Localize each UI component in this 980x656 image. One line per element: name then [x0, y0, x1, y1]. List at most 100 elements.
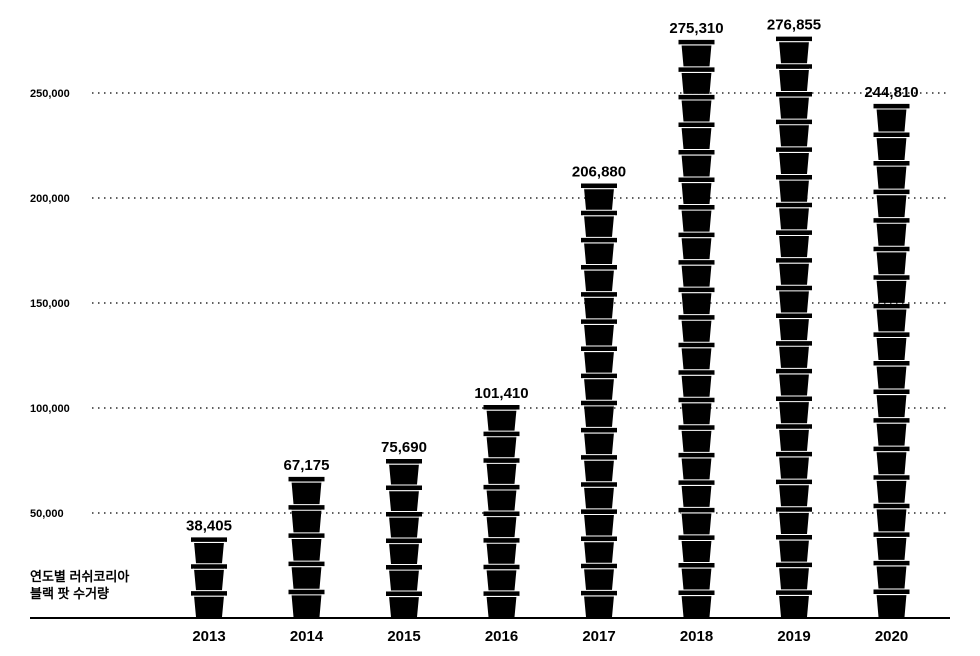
pot-icon	[581, 563, 617, 590]
pot-icon	[776, 451, 812, 479]
pot-icon	[873, 589, 910, 617]
bar-2013: 38,405	[186, 517, 232, 617]
pot-icon	[873, 303, 910, 332]
pot-icon	[873, 389, 910, 418]
pot-icon	[483, 431, 520, 458]
pot-icon	[386, 591, 422, 617]
y-tick-label: 50,000	[30, 508, 64, 520]
y-tick-label: 200,000	[30, 193, 70, 205]
bar-value-label: 206,880	[572, 164, 626, 181]
x-tick-label: 2013	[192, 628, 225, 645]
bar-value-label: 276,855	[767, 17, 821, 34]
pot-icon	[873, 161, 910, 189]
bar-2020: 244,810	[864, 84, 919, 617]
pot-icon	[873, 132, 910, 161]
pot-icon	[386, 538, 422, 565]
pot-icon	[776, 368, 812, 396]
pot-icon	[581, 346, 617, 373]
pot-icon	[678, 67, 715, 94]
pot-icon	[483, 538, 520, 564]
chart-caption: 연도별 러쉬코리아 블랙 팟 수거량	[30, 568, 129, 602]
pot-icon	[678, 370, 715, 397]
bar-value-label: 38,405	[186, 517, 232, 534]
pot-icon	[581, 590, 617, 617]
pot-icon	[873, 475, 910, 503]
pot-icon	[776, 258, 812, 285]
bar-2016: 101,410	[474, 385, 529, 617]
bar-value-label: 101,410	[474, 385, 528, 402]
x-axis-labels: 2013 2014 2015 2016 2017 2018 2019 2020	[192, 628, 908, 645]
bar-value-label: 75,690	[381, 439, 427, 456]
pot-icon	[386, 512, 422, 538]
pot-icon	[776, 285, 812, 313]
pot-icon	[873, 332, 910, 360]
pot-icon	[678, 562, 715, 590]
pot-icon	[581, 319, 617, 346]
pot-icon	[581, 210, 617, 237]
pot-icon	[678, 205, 715, 232]
pot-icon	[581, 509, 617, 536]
pot-icon	[678, 507, 715, 535]
pot-icon	[776, 562, 812, 590]
pot-icon	[288, 533, 325, 561]
pot-icon	[581, 455, 617, 482]
pot-icon	[776, 507, 812, 534]
pot-icon	[873, 218, 910, 246]
pot-icon	[483, 405, 520, 431]
pot-icon	[678, 535, 715, 562]
pot-icon	[776, 64, 812, 91]
pot-icon	[776, 230, 812, 258]
x-tick-label: 2017	[582, 628, 615, 645]
pot-icon	[873, 503, 910, 532]
pot-icon	[191, 564, 227, 591]
pot-icon	[288, 561, 325, 589]
pot-icon	[873, 560, 910, 589]
pot-icon	[678, 480, 715, 507]
pot-icon	[288, 476, 325, 505]
bars: 38,405 67,175 75,690 101,410 206,880 275,310 2…	[186, 17, 919, 617]
pot-icon	[386, 459, 422, 485]
pot-icon	[776, 91, 812, 119]
bar-2019: 276,855	[767, 17, 821, 617]
x-tick-label: 2014	[290, 628, 324, 645]
pot-icon	[581, 265, 617, 292]
pot-icon	[873, 446, 910, 475]
pot-icon	[288, 505, 325, 533]
pot-icon	[873, 189, 910, 218]
pot-icon	[873, 418, 910, 446]
pot-icon	[386, 565, 422, 591]
pot-icon	[288, 589, 325, 617]
pot-icon	[776, 424, 812, 451]
pot-icon	[873, 532, 910, 560]
caption-line-2: 블랙 팟 수거량	[30, 586, 109, 601]
pot-icon	[776, 590, 812, 617]
pot-icon	[678, 315, 715, 342]
pot-icon	[581, 237, 617, 265]
y-tick-label: 100,000	[30, 403, 70, 415]
gridlines	[92, 92, 948, 514]
pot-icon	[483, 564, 520, 591]
pot-icon	[776, 36, 812, 64]
pot-icon	[678, 425, 715, 452]
pot-icon	[581, 536, 617, 563]
pot-icon	[776, 479, 812, 507]
pot-icon	[873, 246, 910, 275]
pot-icon	[581, 292, 617, 319]
pot-icon	[776, 313, 812, 341]
pot-icon	[678, 39, 715, 67]
pot-icon	[483, 458, 520, 484]
pot-icon	[776, 175, 812, 202]
pot-icon	[776, 119, 812, 147]
pot-icon	[776, 341, 812, 368]
pot-icon	[776, 147, 812, 175]
pot-icon	[483, 484, 520, 511]
pot-icon	[776, 202, 812, 230]
pot-icon	[873, 275, 910, 303]
pot-icon	[581, 427, 617, 455]
pot-icon	[678, 260, 715, 287]
pot-icon	[581, 183, 617, 210]
pot-icon	[776, 396, 812, 424]
pot-icon	[678, 122, 715, 149]
y-axis-ticks: 50,000 100,000 150,000 200,000 250,000	[30, 88, 70, 520]
